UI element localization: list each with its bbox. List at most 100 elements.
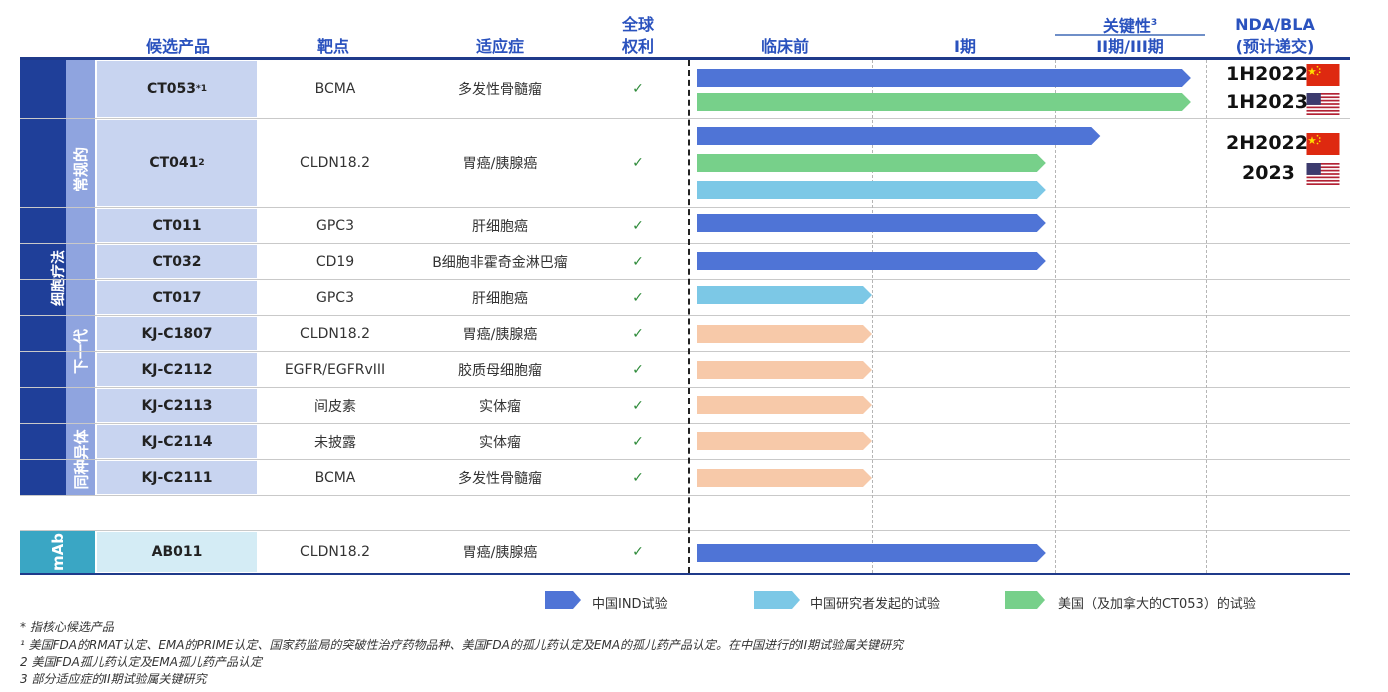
pipeline-bar-us_trial bbox=[697, 93, 1191, 111]
indication-cell: 多发性骨髓瘤 bbox=[458, 82, 542, 98]
target-cell: CLDN18.2 bbox=[300, 544, 370, 560]
target-cell: 间皮素 bbox=[314, 398, 356, 415]
footnote-3: 3 部分适应症的II期试验属关键研究 bbox=[20, 672, 207, 686]
legend-us-trial-swatch bbox=[1005, 591, 1045, 609]
indication-cell: 多发性骨髓瘤 bbox=[458, 470, 542, 487]
candidate-ct032: CT032 bbox=[97, 245, 257, 278]
row-divider bbox=[20, 243, 1350, 244]
bottom-rule bbox=[20, 573, 1350, 575]
rights-check-icon: ✓ bbox=[632, 155, 644, 171]
legend-us-trial-label: 美国（及加拿大的CT053）的试验 bbox=[1058, 597, 1256, 612]
stage-divider-preclinical bbox=[688, 60, 690, 573]
rights-check-icon: ✓ bbox=[632, 81, 644, 97]
target-cell: CLDN18.2 bbox=[300, 155, 370, 171]
china-flag-icon bbox=[1306, 133, 1340, 155]
target-cell: GPC3 bbox=[316, 217, 354, 234]
group-mab: mAb bbox=[20, 531, 95, 573]
target-cell: GPC3 bbox=[316, 289, 354, 306]
pipeline-bar-china_ind bbox=[697, 69, 1191, 87]
stage-divider-phase23 bbox=[1055, 60, 1056, 573]
header-pivotal: 关键性3 bbox=[1102, 16, 1158, 36]
indication-cell: B细胞非霍奇金淋巴瘤 bbox=[432, 254, 568, 271]
header-indication: 适应症 bbox=[475, 37, 524, 56]
candidate-kj-c2114: KJ-C2114 bbox=[97, 425, 257, 458]
indication-cell: 胃癌/胰腺癌 bbox=[462, 156, 538, 172]
legend-investigator-swatch bbox=[754, 591, 800, 609]
nda-date: 1H2022 bbox=[1226, 63, 1309, 85]
pipeline-bar-china_ind bbox=[697, 252, 1046, 270]
target-cell: EGFR/EGFRvIII bbox=[284, 361, 386, 378]
rights-check-icon: ✓ bbox=[632, 217, 644, 234]
header-rights-2: 权利 bbox=[621, 37, 654, 56]
row-divider bbox=[20, 351, 1350, 352]
target-cell: BCMA bbox=[314, 81, 356, 97]
pipeline-bar-us_trial bbox=[697, 154, 1046, 172]
rights-check-icon: ✓ bbox=[632, 361, 644, 378]
indication-cell: 胃癌/胰腺癌 bbox=[462, 545, 538, 561]
header-rights-1: 全球 bbox=[621, 15, 654, 34]
row-divider bbox=[20, 315, 1350, 316]
target-cell: CLDN18.2 bbox=[300, 325, 370, 342]
nda-date: 2H2022 bbox=[1226, 132, 1309, 154]
row-divider bbox=[20, 207, 1350, 208]
header-phase1: I期 bbox=[954, 37, 976, 56]
stage-divider-phase1 bbox=[872, 60, 873, 573]
header-target: 靶点 bbox=[316, 37, 349, 56]
group-conventional: 常规的 bbox=[66, 60, 95, 279]
pipeline-bar-next_gen bbox=[697, 361, 872, 379]
candidate-ct017: CT017 bbox=[97, 281, 257, 314]
rights-check-icon: ✓ bbox=[632, 253, 644, 270]
row-divider bbox=[20, 459, 1350, 460]
pipeline-bar-next_gen bbox=[697, 396, 872, 414]
rights-check-icon: ✓ bbox=[632, 544, 644, 560]
target-cell: CD19 bbox=[315, 253, 355, 270]
footnote-2: 2 美国FDA孤儿药认定及EMA孤儿药产品认定 bbox=[20, 655, 262, 669]
target-cell: BCMA bbox=[314, 469, 356, 486]
indication-cell: 肝细胞癌 bbox=[472, 290, 528, 307]
pipeline-bar-investigator bbox=[697, 181, 1046, 199]
row-divider bbox=[20, 530, 1350, 531]
header-nda-1: NDA/BLA bbox=[1235, 15, 1315, 34]
candidate-ab011: AB011 bbox=[97, 532, 257, 572]
header-phase23: II期/III期 bbox=[1096, 37, 1164, 56]
indication-cell: 实体瘤 bbox=[479, 434, 521, 451]
pipeline-bar-china_ind bbox=[697, 214, 1046, 232]
pipeline-bar-next_gen bbox=[697, 432, 872, 450]
row-divider bbox=[20, 279, 1350, 280]
footnote-star: * 指核心候选产品 bbox=[20, 620, 114, 634]
indication-cell: 实体瘤 bbox=[479, 398, 521, 415]
us-flag-icon bbox=[1306, 93, 1340, 115]
candidate-ct041: CT041 2 bbox=[97, 120, 257, 206]
row-divider bbox=[20, 118, 1350, 119]
rights-check-icon: ✓ bbox=[632, 433, 644, 450]
rights-check-icon: ✓ bbox=[632, 325, 644, 342]
candidate-ct053: CT053 *1 bbox=[97, 61, 257, 117]
candidate-kj-c2111: KJ-C2111 bbox=[97, 461, 257, 494]
pivotal-underline bbox=[1055, 34, 1205, 36]
indication-cell: 胃癌/胰腺癌 bbox=[462, 326, 538, 343]
header-nda-2: (预计递交) bbox=[1235, 37, 1315, 56]
nda-date: 1H2023 bbox=[1226, 91, 1309, 113]
pipeline-bar-next_gen bbox=[697, 469, 872, 487]
rights-check-icon: ✓ bbox=[632, 397, 644, 414]
candidate-kj-c2112: KJ-C2112 bbox=[97, 353, 257, 386]
pipeline-bar-investigator bbox=[697, 286, 872, 304]
indication-cell: 胶质母细胞瘤 bbox=[458, 362, 542, 379]
row-divider bbox=[20, 387, 1350, 388]
stage-divider-nda bbox=[1206, 60, 1207, 573]
rights-check-icon: ✓ bbox=[632, 469, 644, 486]
pipeline-bar-next_gen bbox=[697, 325, 872, 343]
legend-china-ind-label: 中国IND试验 bbox=[592, 597, 668, 612]
legend-china-ind-swatch bbox=[545, 591, 581, 609]
header-candidate: 候选产品 bbox=[145, 37, 210, 56]
header-rule bbox=[20, 57, 1350, 60]
indication-cell: 肝细胞癌 bbox=[472, 218, 528, 235]
candidate-kj-c2113: KJ-C2113 bbox=[97, 389, 257, 422]
rights-check-icon: ✓ bbox=[632, 289, 644, 306]
us-flag-icon bbox=[1306, 163, 1340, 185]
row-divider bbox=[20, 423, 1350, 424]
target-cell: 未披露 bbox=[314, 434, 356, 451]
header-preclinical: 临床前 bbox=[760, 37, 809, 56]
row-divider bbox=[20, 495, 1350, 496]
